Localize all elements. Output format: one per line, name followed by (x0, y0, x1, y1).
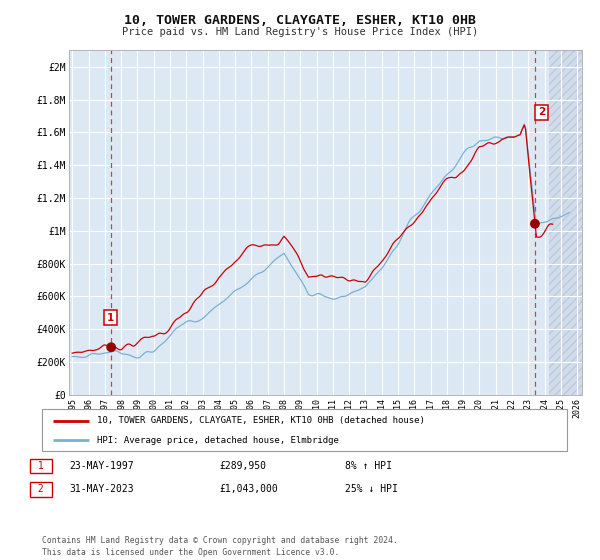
Text: Contains HM Land Registry data © Crown copyright and database right 2024.
This d: Contains HM Land Registry data © Crown c… (42, 536, 398, 557)
Bar (550, 50, 593, 395)
Point (106, 343, 116, 352)
Text: £289,950: £289,950 (219, 461, 266, 471)
Text: 1: 1 (32, 461, 50, 471)
Text: HPI: Average price, detached house, Elmbridge: HPI: Average price, detached house, Elmb… (97, 436, 339, 445)
FancyBboxPatch shape (42, 409, 567, 451)
Text: Price paid vs. HM Land Registry's House Price Index (HPI): Price paid vs. HM Land Registry's House … (122, 27, 478, 37)
Text: 10, TOWER GARDENS, CLAYGATE, ESHER, KT10 0HB (detached house): 10, TOWER GARDENS, CLAYGATE, ESHER, KT10… (97, 416, 425, 425)
Text: 8% ↑ HPI: 8% ↑ HPI (345, 461, 392, 471)
Text: 23-MAY-1997: 23-MAY-1997 (69, 461, 134, 471)
Text: £1,043,000: £1,043,000 (219, 484, 278, 494)
Text: 31-MAY-2023: 31-MAY-2023 (69, 484, 134, 494)
Text: 10, TOWER GARDENS, CLAYGATE, ESHER, KT10 0HB: 10, TOWER GARDENS, CLAYGATE, ESHER, KT10… (124, 14, 476, 27)
Text: 25% ↓ HPI: 25% ↓ HPI (345, 484, 398, 494)
Text: 2: 2 (538, 107, 545, 117)
Text: 2: 2 (32, 484, 50, 494)
Point (530, 220, 540, 228)
Text: 1: 1 (107, 312, 114, 323)
